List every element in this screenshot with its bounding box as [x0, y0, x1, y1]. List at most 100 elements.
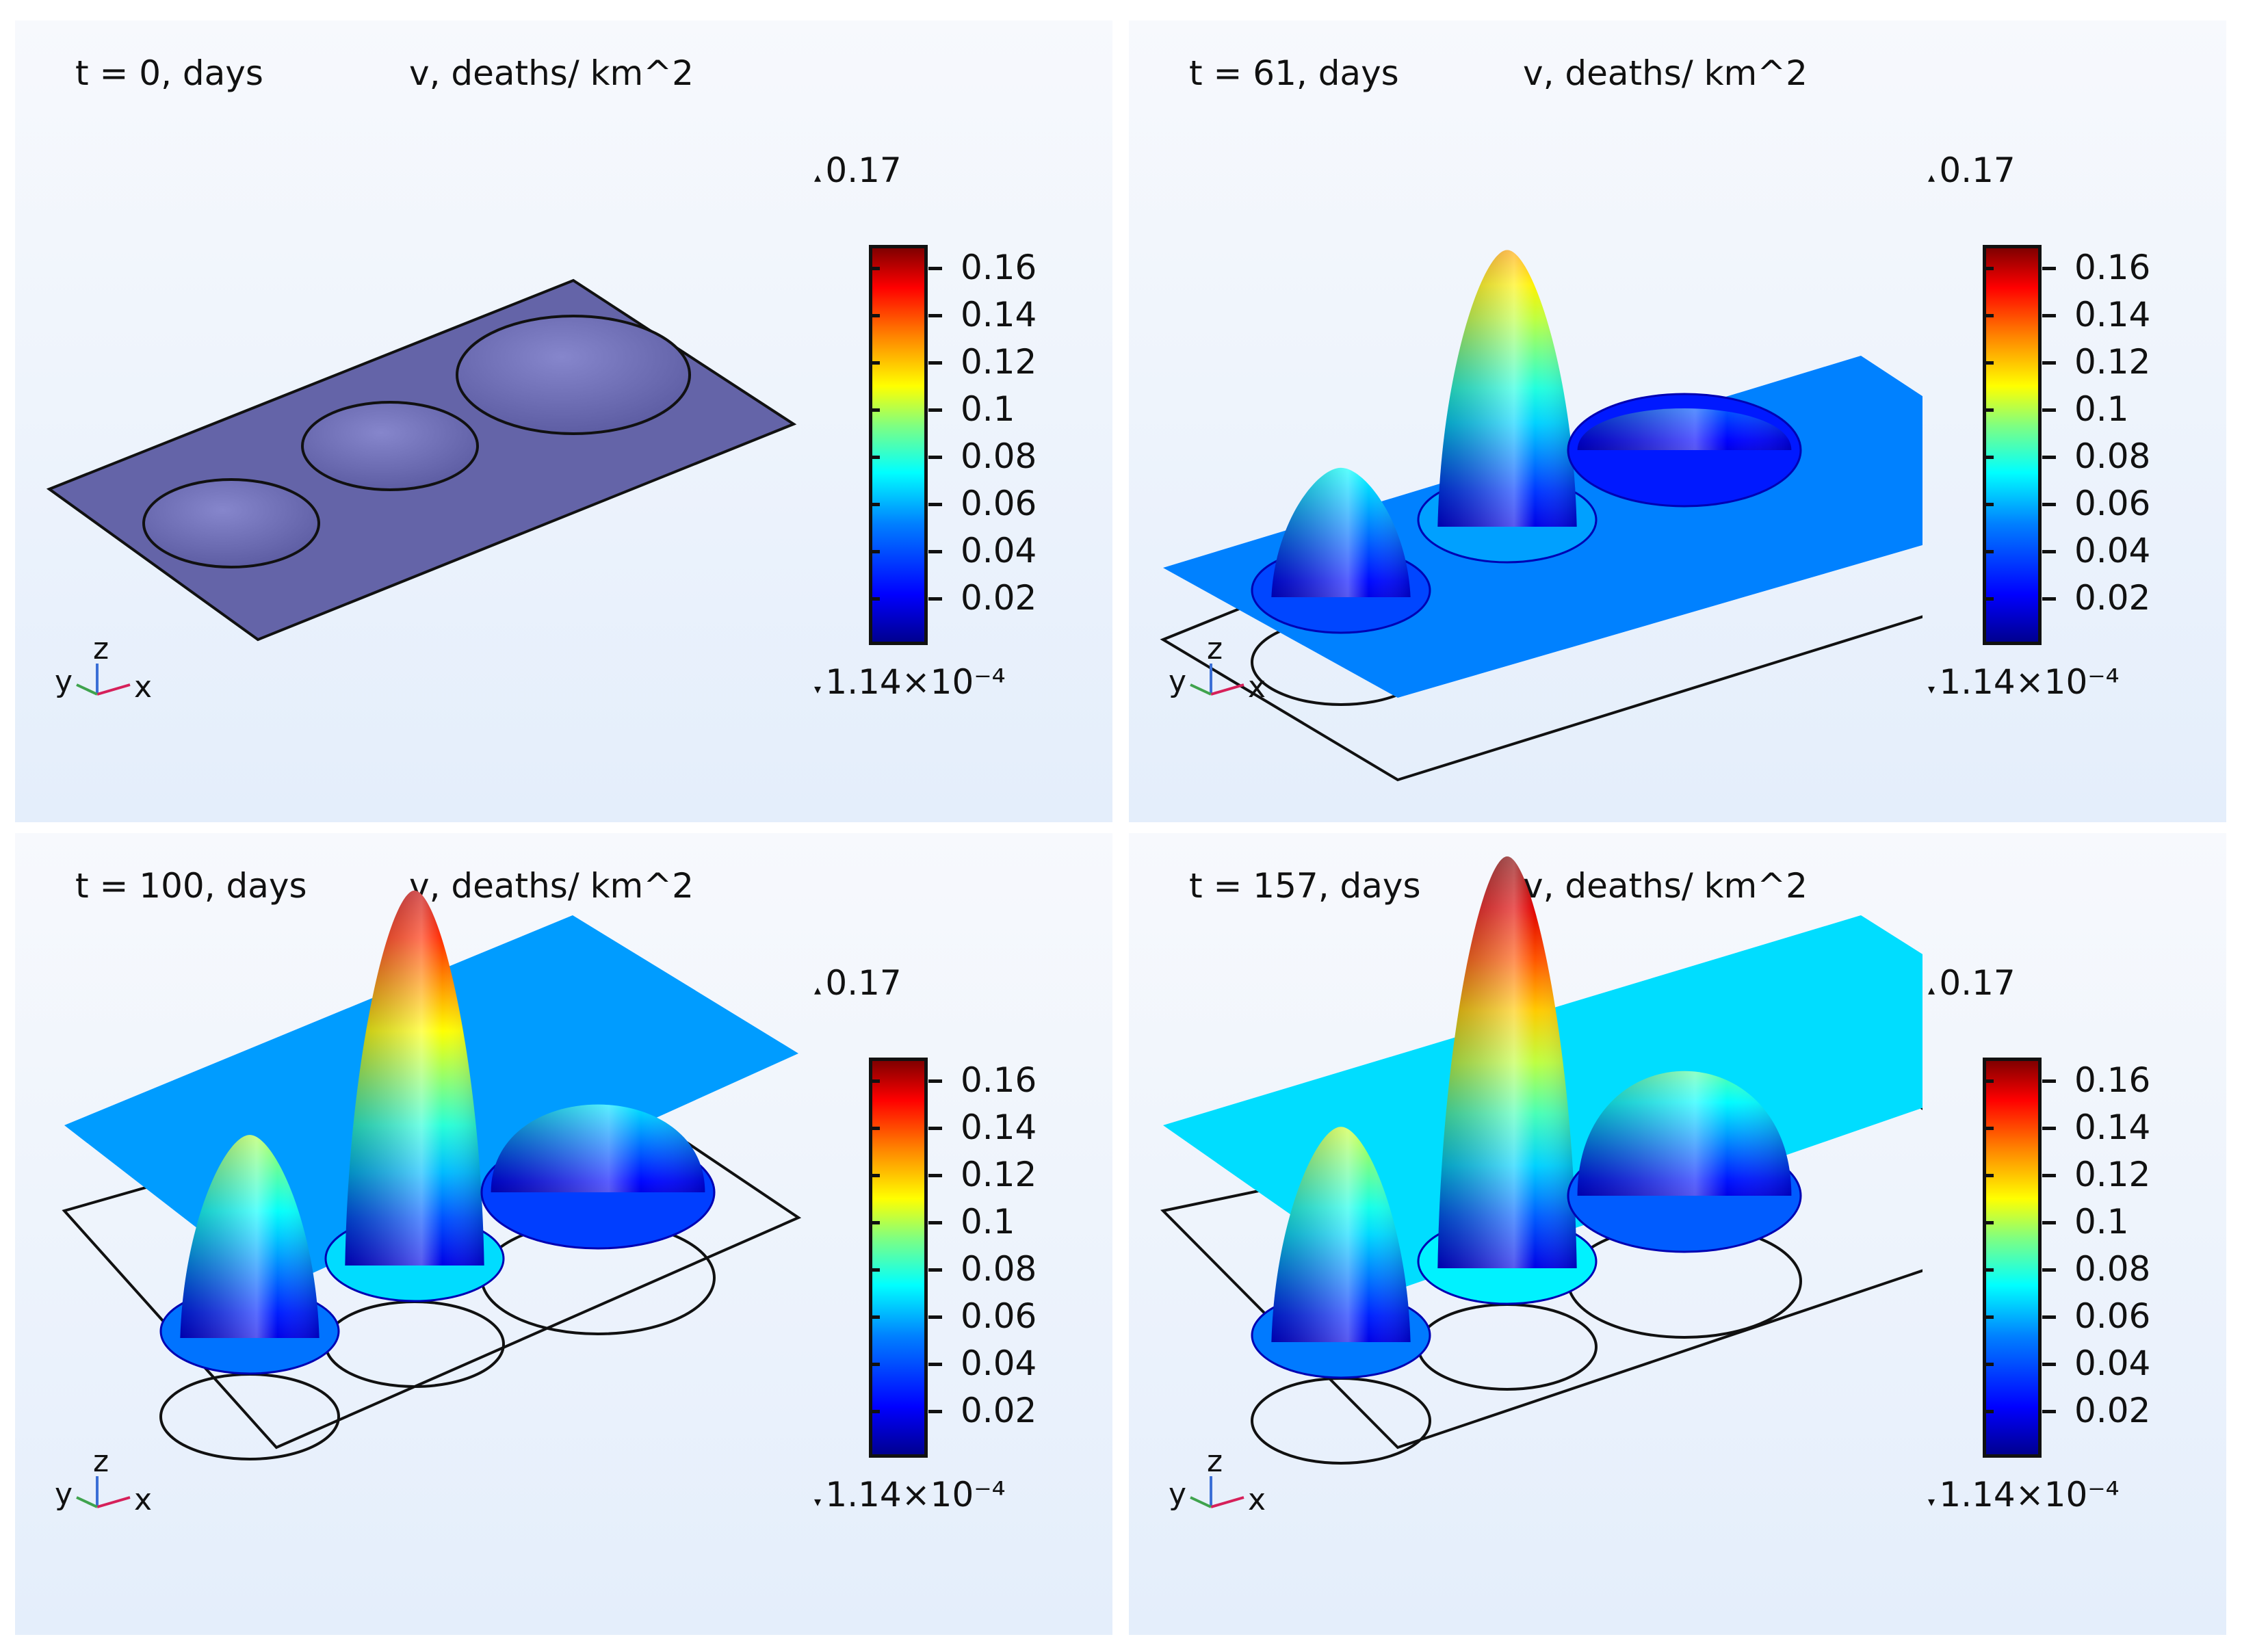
variable-label: v, deaths/ km^2: [1523, 53, 1808, 93]
colorbar-tick: [928, 1315, 942, 1319]
axis-x-label: x: [1248, 670, 1266, 705]
time-label: t = 157, days: [1189, 866, 1421, 906]
peak-right-shading: [491, 1104, 705, 1192]
colorbar: [869, 245, 928, 645]
min-marker-icon: ▾: [1928, 1493, 1940, 1510]
variable-label: v, deaths/ km^2: [1523, 866, 1808, 906]
colorbar-max-value: 0.17: [1939, 963, 2016, 1003]
colorbar-tick: [928, 596, 942, 601]
colorbar-tick: [928, 455, 942, 459]
colorbar-tick-label: 0.14: [2074, 1107, 2151, 1148]
colorbar-tick-inner: [1983, 1221, 1994, 1225]
colorbar-tick-inner: [1983, 1362, 1994, 1366]
colorbar-min-value: 1.14×10⁻⁴: [1939, 662, 2120, 702]
colorbar-tick-label: 0.04: [2074, 1343, 2151, 1383]
colorbar-tick-label: 0.06: [2074, 483, 2151, 523]
colorbar-tick-inner: [869, 1174, 880, 1178]
colorbar-tick-inner: [1983, 1127, 1994, 1131]
colorbar-max-value: 0.17: [825, 150, 902, 190]
peak-right-shading: [1577, 1071, 1792, 1196]
axis-y-label: y: [1169, 1477, 1186, 1512]
colorbar-tick-label: 0.06: [961, 1296, 1037, 1336]
colorbar-tick: [2042, 549, 2056, 553]
peak-left-shading: [1271, 467, 1411, 597]
colorbar-tick: [2042, 1174, 2056, 1178]
colorbar-tick-label: 0.14: [2074, 295, 2151, 335]
colorbar-min-value: 1.14×10⁻⁴: [1939, 1475, 2120, 1515]
colorbar-tick: [928, 1409, 942, 1413]
max-marker-icon: ▴: [814, 982, 826, 998]
colorbar-tick-inner: [1983, 1079, 1994, 1084]
colorbar-tick-label: 0.16: [961, 248, 1037, 288]
peak-left-shading: [1271, 1127, 1411, 1342]
surface-plot: zx y: [55, 890, 802, 1517]
colorbar-tick-inner: [869, 1315, 880, 1319]
colorbar-tick-inner: [1983, 596, 1994, 601]
colorbar-tick: [2042, 1268, 2056, 1272]
time-label: t = 100, days: [75, 866, 307, 906]
surface-plot: zx y: [1160, 250, 1922, 782]
peak-middle: [301, 401, 479, 491]
axis-x-label: x: [1248, 1482, 1266, 1517]
time-label: t = 0, days: [75, 53, 263, 93]
colorbar-tick-inner: [869, 314, 880, 318]
colorbar-min-value: 1.14×10⁻⁴: [825, 1475, 1006, 1515]
colorbar-tick-inner: [869, 1409, 880, 1413]
colorbar-tick-inner: [1983, 361, 1994, 365]
colorbar-tick-inner: [1983, 408, 1994, 412]
peak-right-shading: [1577, 408, 1792, 450]
peak-middle-shading: [345, 890, 484, 1266]
colorbar-tick-label: 0.16: [2074, 1060, 2151, 1101]
colorbar-tick-inner: [1983, 314, 1994, 318]
colorbar-tick-inner: [1983, 502, 1994, 506]
colorbar-tick-label: 0.08: [2074, 436, 2151, 476]
colorbar-tick: [928, 408, 942, 412]
colorbar-tick: [2042, 1409, 2056, 1413]
colorbar-tick: [928, 1268, 942, 1272]
colorbar-max-label: ▴ 0.17: [814, 150, 902, 190]
colorbar-tick: [928, 1079, 942, 1084]
colorbar-tick-label: 0.12: [2074, 1155, 2151, 1195]
colorbar-tick-inner: [1983, 1315, 1994, 1319]
surface-plot: zx y: [1160, 856, 1922, 1517]
colorbar-tick: [2042, 408, 2056, 412]
colorbar-tick-inner: [1983, 1409, 1994, 1413]
colorbar-tick-label: 0.1: [2074, 389, 2129, 430]
colorbar-tick-label: 0.16: [961, 1060, 1037, 1101]
colorbar-tick: [928, 502, 942, 506]
colorbar-tick: [928, 1174, 942, 1178]
colorbar-tick: [2042, 1127, 2056, 1131]
colorbar-tick-label: 0.02: [961, 1390, 1037, 1430]
colorbar-tick-label: 0.1: [2074, 1202, 2129, 1242]
colorbar-tick: [2042, 314, 2056, 318]
colorbar-max-value: 0.17: [1939, 150, 2016, 190]
axis-y-label: y: [55, 664, 73, 699]
surface-plot: zx y: [46, 278, 797, 705]
peak-right: [456, 315, 691, 435]
colorbar-tick-label: 0.08: [961, 1248, 1037, 1289]
colorbar-tick: [2042, 1362, 2056, 1366]
colorbar-max-value: 0.17: [825, 963, 902, 1003]
colorbar-tick: [928, 1362, 942, 1366]
colorbar-tick-inner: [869, 596, 880, 601]
peak-middle-shading: [1437, 856, 1577, 1268]
plot-panel-t61: t = 61, days v, deaths/ km^2 ▴ 0.17 ▾ 1.14×…: [1129, 21, 2226, 822]
colorbar-tick-inner: [869, 361, 880, 365]
colorbar-tick: [928, 361, 942, 365]
colorbar-tick-label: 0.12: [2074, 342, 2151, 382]
plot-panel-t100: t = 100, days v, deaths/ km^2 ▴ 0.17 ▾ 1.14…: [15, 833, 1112, 1635]
colorbar-tick-inner: [869, 1221, 880, 1225]
axis-y-label: y: [1169, 664, 1186, 699]
colorbar-tick: [928, 549, 942, 553]
min-marker-icon: ▾: [1928, 681, 1940, 697]
axis-triad-icon: zx y: [55, 1444, 152, 1517]
colorbar-tick: [2042, 1221, 2056, 1225]
colorbar-tick-inner: [869, 1362, 880, 1366]
colorbar-tick-label: 0.04: [961, 1343, 1037, 1383]
colorbar-tick-label: 0.06: [2074, 1296, 2151, 1336]
colorbar-tick-inner: [869, 549, 880, 553]
variable-label: v, deaths/ km^2: [409, 866, 694, 906]
colorbar-tick-label: 0.12: [961, 1155, 1037, 1195]
colorbar-min-value: 1.14×10⁻⁴: [825, 662, 1006, 702]
colorbar-tick: [928, 1127, 942, 1131]
